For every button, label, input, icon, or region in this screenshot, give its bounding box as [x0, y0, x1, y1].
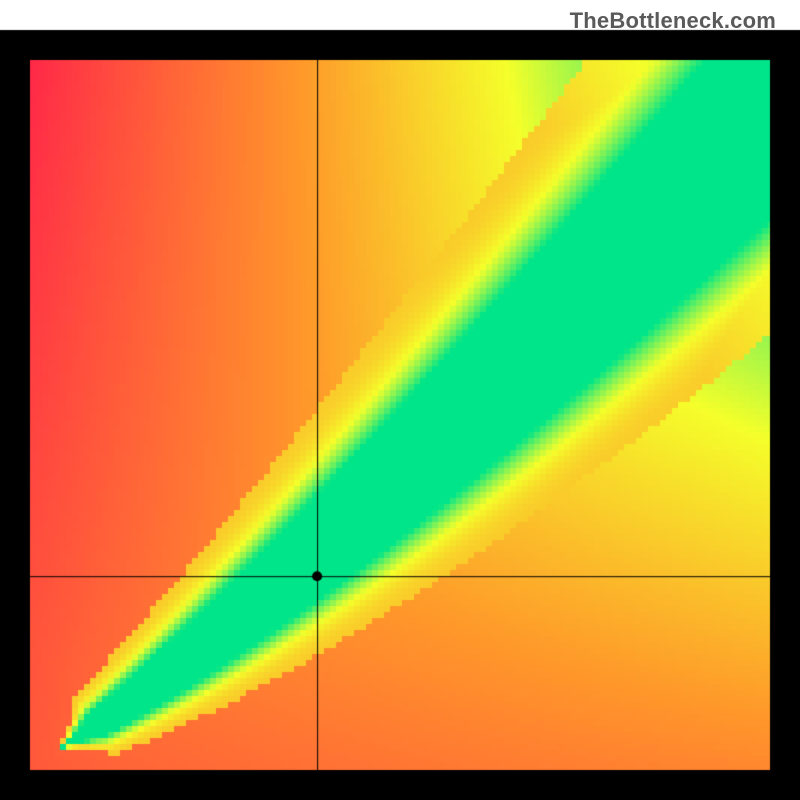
watermark-label: TheBottleneck.com	[570, 8, 776, 34]
chart-container: TheBottleneck.com	[0, 0, 800, 800]
heatmap-canvas	[0, 0, 800, 800]
